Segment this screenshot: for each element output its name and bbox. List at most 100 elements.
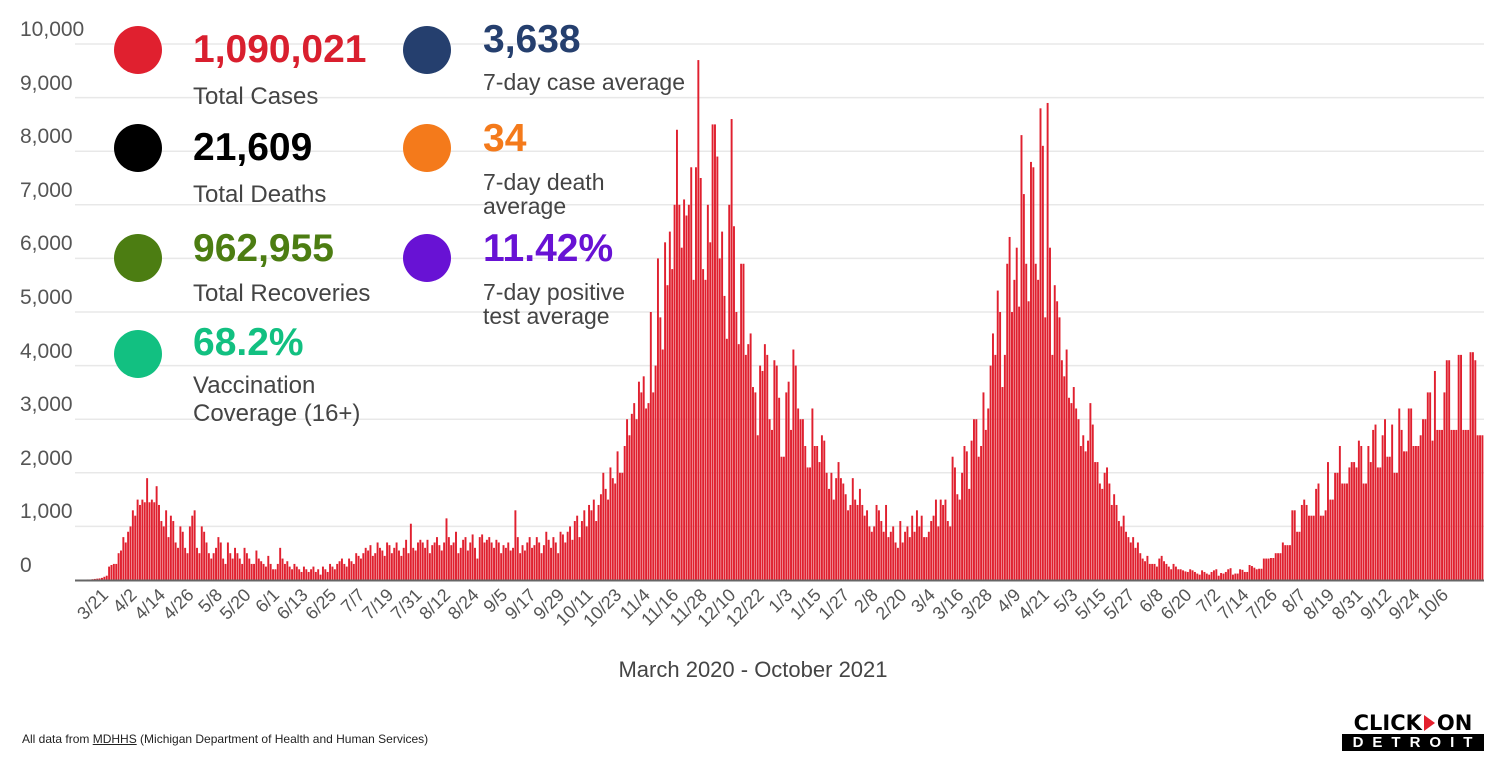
bar bbox=[488, 537, 491, 580]
bar bbox=[640, 392, 643, 580]
bar bbox=[343, 563, 346, 580]
bar bbox=[1277, 553, 1280, 580]
bar bbox=[889, 531, 892, 580]
bar bbox=[540, 553, 543, 580]
bar bbox=[714, 124, 716, 581]
bar bbox=[509, 550, 512, 580]
bar bbox=[870, 531, 873, 580]
bar bbox=[892, 526, 895, 580]
bar bbox=[618, 472, 621, 580]
x-tick-label: 3/21 bbox=[73, 585, 112, 624]
bar bbox=[481, 534, 484, 580]
bar bbox=[243, 547, 246, 580]
bar bbox=[1179, 569, 1182, 580]
bar bbox=[412, 547, 415, 580]
bar bbox=[293, 563, 296, 580]
bar bbox=[245, 553, 248, 580]
bar bbox=[165, 510, 168, 580]
bar bbox=[250, 563, 253, 580]
bar bbox=[203, 531, 206, 580]
bar bbox=[1395, 472, 1398, 580]
bar bbox=[302, 566, 305, 580]
bar bbox=[1267, 558, 1270, 580]
bar bbox=[937, 526, 940, 580]
bar bbox=[1400, 429, 1403, 580]
bar bbox=[1082, 435, 1085, 580]
bar bbox=[1419, 435, 1422, 580]
bar bbox=[923, 537, 926, 580]
bar bbox=[778, 397, 781, 580]
bar bbox=[711, 124, 714, 581]
bar bbox=[968, 488, 971, 580]
vaccination-label-line1: Vaccination bbox=[193, 372, 316, 399]
bar bbox=[1388, 456, 1391, 580]
bar bbox=[1310, 515, 1313, 580]
case-average-value: 3,638 bbox=[483, 18, 581, 61]
bar bbox=[552, 537, 555, 580]
bar bbox=[1348, 467, 1351, 580]
bar bbox=[863, 515, 866, 580]
bar bbox=[877, 510, 880, 580]
bar bbox=[117, 553, 120, 580]
bar bbox=[588, 504, 591, 580]
bar bbox=[1039, 108, 1042, 580]
bar bbox=[478, 537, 481, 580]
bar bbox=[352, 563, 355, 580]
bar bbox=[1215, 569, 1218, 580]
bar bbox=[792, 349, 795, 580]
bar bbox=[1129, 542, 1132, 580]
bar bbox=[934, 499, 937, 580]
bar bbox=[1060, 360, 1063, 580]
bar bbox=[1077, 419, 1080, 580]
bar bbox=[1274, 553, 1277, 580]
bar bbox=[1443, 392, 1446, 580]
bar bbox=[659, 317, 662, 580]
logo-on: ON bbox=[1436, 711, 1473, 735]
bar bbox=[167, 537, 170, 580]
bar bbox=[963, 446, 966, 580]
bar bbox=[191, 515, 194, 580]
bar bbox=[329, 563, 332, 580]
bar bbox=[1208, 574, 1211, 580]
bar bbox=[407, 553, 410, 580]
bar bbox=[231, 558, 234, 580]
bar bbox=[984, 429, 987, 580]
bar bbox=[207, 553, 210, 580]
bar bbox=[844, 494, 847, 580]
bar bbox=[226, 542, 229, 580]
bar bbox=[1272, 558, 1275, 580]
bar bbox=[621, 472, 624, 580]
bar bbox=[224, 563, 227, 580]
bar bbox=[559, 531, 562, 580]
positive-average-value: 11.42% bbox=[483, 227, 614, 270]
bar bbox=[880, 521, 883, 580]
mdhhs-link[interactable]: MDHHS bbox=[92, 732, 137, 746]
bar bbox=[809, 467, 811, 580]
x-tick-label: 4/26 bbox=[159, 585, 198, 624]
bar bbox=[578, 537, 581, 580]
bar bbox=[763, 344, 766, 580]
y-tick-label: 4,000 bbox=[20, 339, 73, 363]
x-tick-label: 7/26 bbox=[1242, 585, 1281, 624]
bar bbox=[255, 550, 258, 580]
bar bbox=[666, 285, 669, 580]
bar bbox=[476, 558, 479, 580]
bar bbox=[1155, 566, 1158, 580]
bar bbox=[918, 526, 921, 580]
bar bbox=[364, 547, 367, 580]
bar bbox=[749, 333, 752, 580]
bar bbox=[257, 558, 260, 580]
bar bbox=[806, 467, 809, 580]
bar bbox=[1182, 570, 1185, 580]
bar bbox=[1217, 575, 1220, 580]
bar bbox=[148, 502, 151, 580]
bar bbox=[1327, 462, 1329, 580]
bar bbox=[854, 499, 857, 580]
bar bbox=[493, 547, 495, 580]
bar bbox=[875, 504, 878, 580]
bar bbox=[93, 578, 96, 580]
bar bbox=[1433, 370, 1436, 580]
bar bbox=[1015, 247, 1018, 580]
bar bbox=[1405, 451, 1408, 580]
bar bbox=[678, 204, 681, 581]
